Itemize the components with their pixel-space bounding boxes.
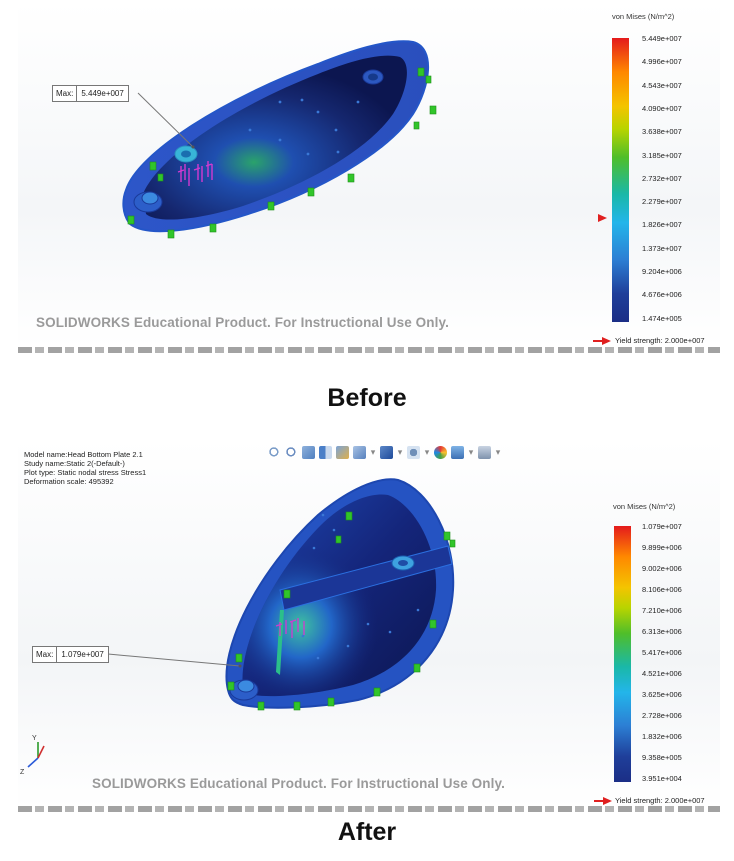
stress-colorbar <box>614 526 631 782</box>
yield-strength-label: Yield strength: 2.000e+007 <box>615 796 705 805</box>
svg-text:Z: Z <box>20 769 25 776</box>
caption-before: Before <box>327 384 407 412</box>
zoom-to-fit-icon[interactable] <box>268 446 281 459</box>
legend-tick-label: 1.373e+007 <box>642 243 682 253</box>
yield-strength-label: Yield strength: 2.000e+007 <box>615 336 705 345</box>
legend-tick-label: 2.728e+006 <box>642 711 682 720</box>
max-callout-label: Max: <box>53 86 78 101</box>
view-orientation-icon[interactable] <box>353 446 366 459</box>
stress-colorbar <box>612 38 629 322</box>
yield-line <box>594 800 606 802</box>
legend-tick-label: 3.185e+007 <box>642 150 682 160</box>
legend-tick-label: 8.106e+006 <box>642 585 682 594</box>
section-view-icon[interactable] <box>319 446 332 459</box>
edit-appearance-icon[interactable] <box>434 446 447 459</box>
legend-tick-label: 4.543e+007 <box>642 80 682 90</box>
before-model-view <box>122 40 437 239</box>
after-result-panel: Model name:Head Bottom Plate 2.1 Study n… <box>18 440 720 808</box>
legend-tick-label: 3.951e+004 <box>642 774 682 783</box>
legend-tick-label: 7.210e+006 <box>642 606 682 615</box>
after-model-view: YZ <box>20 478 456 776</box>
legend-tick-label: 1.826e+007 <box>642 220 682 230</box>
yield-marker-icon <box>598 214 607 222</box>
legend-title: von Mises (N/m^2) <box>612 12 675 21</box>
watermark: SOLIDWORKS Educational Product. For Inst… <box>36 315 449 330</box>
hide-show-icon[interactable] <box>407 446 420 459</box>
legend-tick-label: 9.899e+006 <box>642 543 682 552</box>
dropdown-icon[interactable]: ▾ <box>495 447 501 457</box>
legend-tick-label: 9.204e+006 <box>642 267 682 276</box>
legend-tick-label: 2.732e+007 <box>642 173 682 183</box>
plate-floor <box>143 55 407 220</box>
legend-tick-label: 1.832e+006 <box>642 732 682 741</box>
legend-title: von Mises (N/m^2) <box>613 502 676 511</box>
legend-tick-label: 5.449e+007 <box>642 34 682 43</box>
legend-tick-label: 9.358e+005 <box>642 753 682 762</box>
deformation-scale: Deformation scale: 495392 <box>24 477 114 486</box>
previous-view-icon[interactable] <box>302 446 315 459</box>
watermark: SOLIDWORKS Educational Product. For Inst… <box>92 776 505 791</box>
legend-tick-label: 1.474e+005 <box>642 313 682 323</box>
model-name: Model name:Head Bottom Plate 2.1 <box>24 450 143 459</box>
plot-type: Plot type: Static nodal stress Stress1 <box>24 468 147 477</box>
svg-text:Y: Y <box>32 735 37 742</box>
yield-line <box>593 340 605 342</box>
boss-top <box>141 191 159 205</box>
study-name: Study name:Static 2(-Default-) <box>24 459 125 468</box>
dropdown-icon[interactable]: ▾ <box>468 447 474 457</box>
yield-arrow-icon <box>603 797 612 805</box>
max-callout-label: Max: <box>33 647 58 662</box>
legend-tick-label: 6.313e+006 <box>642 627 682 636</box>
before-result-panel: Max: 5.449e+007 SOLIDWORKS Educational P… <box>18 2 720 347</box>
legend-tick-label: 5.417e+006 <box>642 648 682 657</box>
caption-after: After <box>337 818 397 846</box>
legend-tick-label: 3.625e+006 <box>642 690 682 699</box>
display-style-icon[interactable] <box>380 446 393 459</box>
boss-top <box>237 679 255 693</box>
axis-triad <box>27 742 45 768</box>
zoom-area-icon[interactable] <box>285 446 298 459</box>
heads-up-toolbar: ▾ ▾ ▾ ▾ ▾ <box>268 446 501 459</box>
legend-tick-label: 1.079e+007 <box>642 522 682 531</box>
dropdown-icon[interactable]: ▾ <box>370 447 376 457</box>
legend-tick-label: 4.676e+006 <box>642 290 682 300</box>
dynamic-annotation-icon[interactable] <box>336 446 349 459</box>
dropdown-icon[interactable]: ▾ <box>397 447 403 457</box>
cut-text-strip <box>18 347 720 353</box>
dropdown-icon[interactable]: ▾ <box>424 447 430 457</box>
legend-tick-label: 3.638e+007 <box>642 127 682 137</box>
legend-tick-label: 9.002e+006 <box>642 564 682 573</box>
max-callout: Max: 5.449e+007 <box>52 85 129 102</box>
max-callout-value: 5.449e+007 <box>81 89 124 98</box>
apply-scene-icon[interactable] <box>451 446 464 459</box>
legend-tick-label: 4.521e+006 <box>642 669 682 678</box>
yield-arrow-icon <box>602 337 611 345</box>
legend-tick-label: 2.279e+007 <box>642 197 682 207</box>
legend-tick-label: 4.996e+007 <box>642 57 682 67</box>
study-info: Model name:Head Bottom Plate 2.1 Study n… <box>24 450 146 486</box>
legend-tick-label: 4.090e+007 <box>642 103 682 113</box>
max-callout: Max: 1.079e+007 <box>32 646 109 663</box>
cut-text-strip <box>18 806 720 812</box>
max-callout-value: 1.079e+007 <box>61 650 104 659</box>
view-settings-icon[interactable] <box>478 446 491 459</box>
